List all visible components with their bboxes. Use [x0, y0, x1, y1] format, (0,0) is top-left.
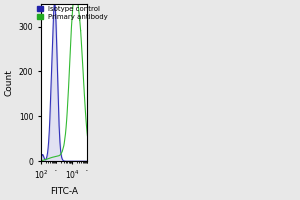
Legend: Isotype control, Primary antibody: Isotype control, Primary antibody [36, 4, 110, 21]
Y-axis label: Count: Count [4, 69, 13, 96]
X-axis label: FITC-A: FITC-A [50, 187, 78, 196]
